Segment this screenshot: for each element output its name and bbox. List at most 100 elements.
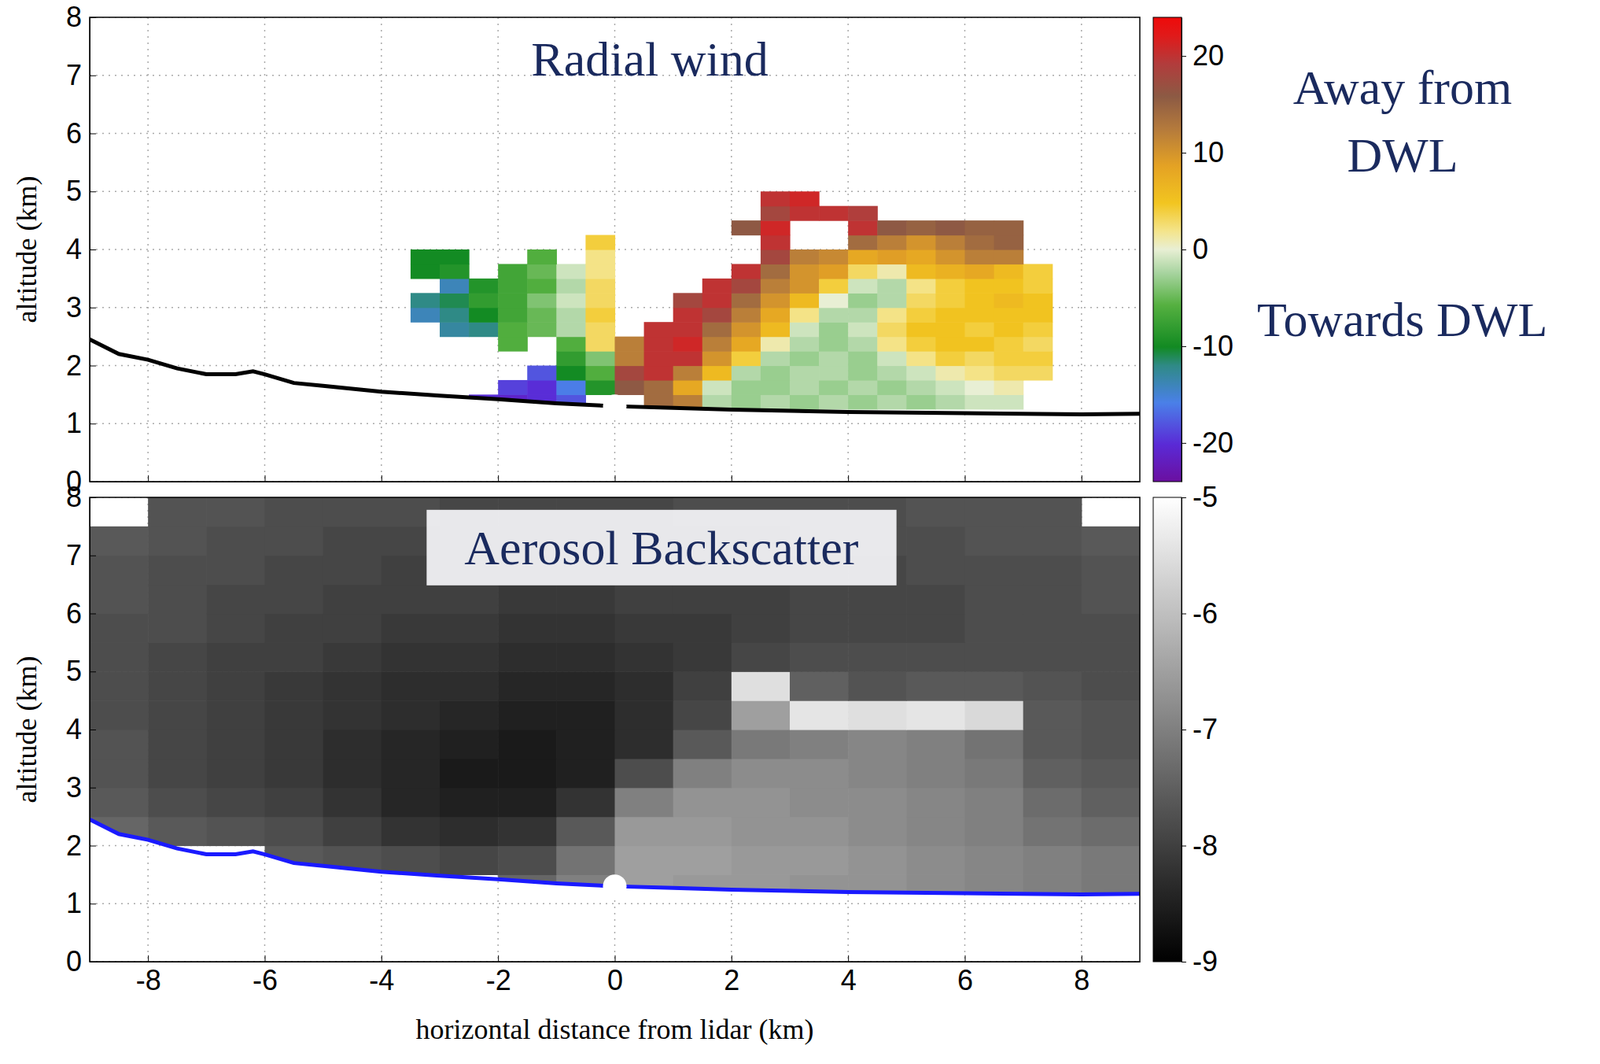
tick: 7 (66, 538, 96, 572)
tick: 8 (66, 480, 96, 513)
cell (906, 816, 966, 846)
cell (585, 307, 616, 323)
cell (556, 641, 616, 671)
cell (673, 845, 733, 875)
cell (906, 263, 937, 279)
cell (585, 321, 616, 337)
cell (906, 670, 966, 701)
tick-label: 5 (66, 654, 82, 687)
tick: -7 (1181, 712, 1218, 745)
frame (89, 497, 1140, 962)
cell (147, 670, 207, 701)
cell (615, 845, 675, 875)
cell (994, 379, 1025, 395)
grid (89, 497, 1140, 962)
cell (906, 641, 966, 671)
cell (556, 670, 616, 701)
cell (789, 845, 849, 875)
cell (468, 292, 499, 308)
cell (702, 321, 733, 337)
cell (556, 263, 587, 279)
cell (789, 336, 820, 352)
cell (731, 700, 791, 730)
cell (381, 758, 441, 788)
tick: 8 (1073, 954, 1090, 996)
axis: 012345678 (66, 0, 96, 498)
cell (760, 379, 791, 395)
grid-line (497, 17, 499, 482)
tick (1081, 475, 1083, 482)
tick: 1 (66, 886, 96, 919)
tick-mark (89, 961, 96, 963)
cell (1023, 263, 1054, 279)
tick: 4 (66, 232, 96, 266)
figure: 012345678altitude (km)Radial wind-20-100… (0, 0, 1600, 1064)
cell (877, 336, 907, 352)
cell (89, 526, 149, 556)
cell (1081, 700, 1140, 730)
cell (731, 263, 762, 279)
cell (789, 379, 820, 395)
cell (906, 235, 937, 251)
cell (731, 321, 762, 337)
cell (381, 613, 441, 643)
cell (818, 379, 849, 395)
plot-area (89, 497, 1140, 904)
tick (847, 475, 849, 482)
cell (760, 249, 791, 265)
cell (760, 220, 791, 236)
cell (265, 845, 325, 875)
title: Radial wind (530, 32, 768, 86)
cell (1023, 613, 1083, 643)
cell (906, 526, 966, 556)
tick-label: 0 (66, 944, 82, 977)
cell (615, 816, 675, 846)
cell (731, 816, 791, 846)
tick: -20 (1181, 426, 1234, 459)
cell (847, 787, 907, 817)
cell (1023, 787, 1083, 817)
cell (731, 845, 791, 875)
tick-label: 10 (1192, 136, 1224, 169)
cell (439, 278, 470, 294)
cell (789, 278, 820, 294)
cell (935, 235, 966, 251)
cell (89, 670, 149, 701)
cell (818, 336, 849, 352)
cell (760, 235, 791, 251)
axis: 012345678 (66, 480, 96, 977)
tick-mark (89, 497, 96, 498)
cell (265, 613, 325, 643)
cell (1023, 526, 1083, 556)
cell (906, 220, 937, 236)
tick-mark (1081, 475, 1083, 482)
cell (147, 758, 207, 788)
cell (147, 526, 207, 556)
cell (381, 816, 441, 846)
tick-mark (147, 954, 149, 962)
cell (556, 365, 587, 381)
cell (147, 729, 207, 759)
cell (965, 670, 1025, 701)
tick-mark (89, 249, 96, 251)
cell (556, 336, 587, 352)
cell (731, 379, 762, 395)
tick-mark (89, 613, 96, 615)
cell (1023, 873, 1083, 904)
cell (818, 350, 849, 366)
cell (206, 816, 266, 846)
cell (994, 278, 1025, 294)
cell (615, 787, 675, 817)
cell (556, 845, 616, 875)
cell (847, 350, 878, 366)
tick (497, 475, 499, 482)
cell (147, 555, 207, 585)
cell (731, 641, 791, 671)
cell (965, 379, 996, 395)
cell (265, 555, 325, 585)
tick-mark (1181, 845, 1187, 847)
cell (206, 555, 266, 585)
cell (965, 526, 1025, 556)
cell (906, 336, 937, 352)
cell (585, 263, 616, 279)
